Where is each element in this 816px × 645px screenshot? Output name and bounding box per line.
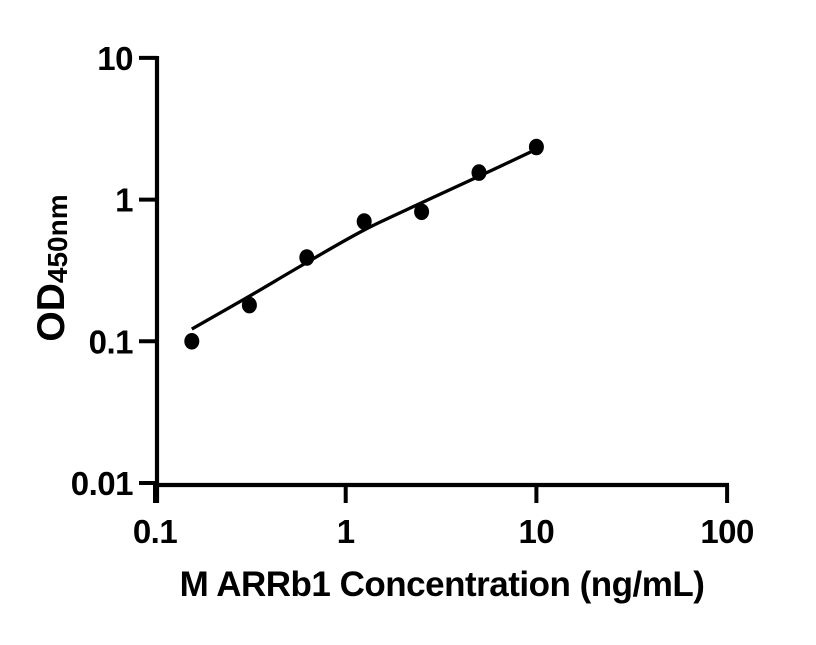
y-tick-label: 0.01 xyxy=(71,465,133,502)
x-tick-label: 100 xyxy=(700,513,754,550)
data-point xyxy=(356,213,372,230)
data-point xyxy=(471,164,487,181)
series-layer xyxy=(184,138,544,350)
data-point xyxy=(241,296,257,314)
y-tick-label: 10 xyxy=(97,40,133,77)
y-tick-label: 1 xyxy=(115,182,133,219)
y-tick-label: 0.1 xyxy=(89,323,134,360)
y-axis-title-subscript: 450nm xyxy=(42,194,73,283)
y-axis-title: OD450nm xyxy=(30,194,73,341)
data-point xyxy=(299,249,315,266)
axis-titles: M ARRb1 Concentration (ng/mL) OD450nm xyxy=(30,194,705,604)
x-tick-label: 1 xyxy=(337,513,355,550)
y-axis-title-main: OD xyxy=(30,283,73,342)
x-axis-title: M ARRb1 Concentration (ng/mL) xyxy=(180,565,705,604)
data-point xyxy=(184,333,200,350)
x-tick-label: 0.1 xyxy=(133,513,178,550)
data-point xyxy=(414,203,430,221)
x-tick-label: 10 xyxy=(519,513,555,550)
data-point xyxy=(528,138,544,156)
